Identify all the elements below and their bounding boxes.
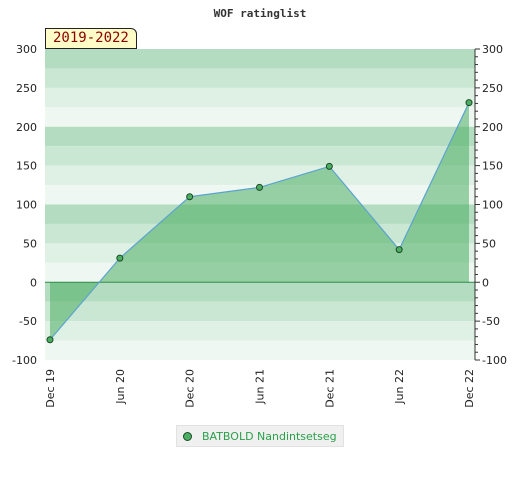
y-tick-label-left: 100 [16,199,37,212]
y-tick-label-right: 0 [482,276,489,289]
y-tick-label-left: 50 [23,237,37,250]
data-point[interactable] [116,254,124,262]
grid-band [45,321,475,341]
grid-band [45,340,475,360]
data-point[interactable] [46,336,54,344]
x-tick-label: Jun 22 [393,369,406,405]
grid-band [45,146,475,166]
data-point[interactable] [256,183,263,191]
y-tick-label-left: 0 [30,276,37,289]
grid-band [45,165,475,186]
grid-band [45,87,475,108]
y-tick-label-right: 250 [482,82,503,95]
data-point[interactable] [186,193,194,201]
chart-title: WOF ratinglist [214,7,307,20]
area-layer [50,102,469,340]
data-point[interactable] [465,99,473,107]
axes: -100 -100 -50 -50 0 0 50 50 100 100 150 150 200 200 25… [12,43,507,408]
y-tick-label-right: -50 [482,315,500,328]
x-tick-label: Dec 21 [323,369,336,408]
x-tick-label: Dec 20 [184,369,197,408]
grid-band [45,301,475,322]
y-tick-label-right: 50 [482,237,496,250]
data-marks [46,99,473,344]
grid-band [45,126,475,147]
y-tick-label-left: -100 [12,354,37,367]
date-range-badge: 2019-2022 [45,28,137,49]
legend-label: BATBOLD Nandintsetseg [202,429,337,443]
y-tick-label-right: 100 [482,199,503,212]
x-tick-label: Dec 22 [463,369,476,408]
y-tick-label-right: 300 [482,43,503,56]
y-tick-label-right: 200 [482,121,503,134]
y-tick-label-left: 150 [16,160,37,173]
x-tick-label: Jun 20 [114,369,127,405]
y-tick-label-left: 250 [16,82,37,95]
legend-marker-icon [183,431,192,441]
y-tick-label-right: -100 [482,354,507,367]
grid-band [45,49,475,69]
data-point[interactable] [395,246,403,254]
grid-band [45,68,475,88]
data-point[interactable] [325,162,333,170]
y-tick-label-left: 200 [16,121,37,134]
grid-band [45,107,475,127]
legend[interactable]: BATBOLD Nandintsetseg [176,425,344,447]
y-tick-label-left: -50 [19,315,37,328]
y-tick-label-right: 150 [482,160,503,173]
x-tick-label: Dec 19 [44,369,57,408]
y-tick-label-left: 300 [16,43,37,56]
series-area [50,102,469,340]
x-tick-label: Jun 21 [254,369,267,405]
grid-band [45,282,475,302]
